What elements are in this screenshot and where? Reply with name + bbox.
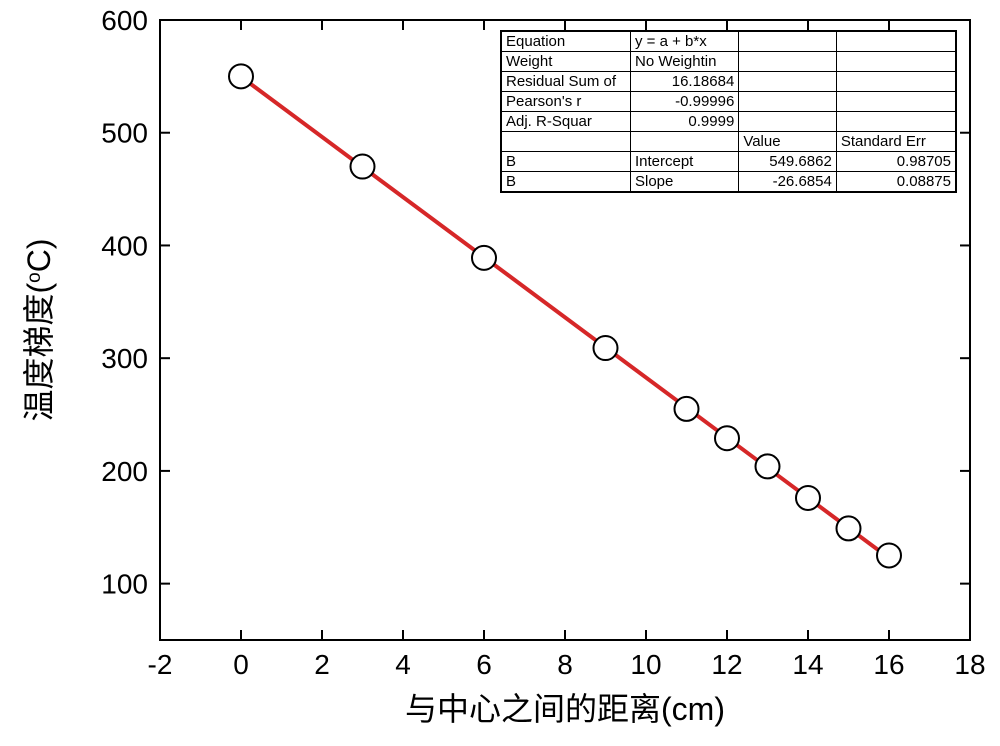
y-tick-label: 200: [101, 456, 148, 487]
stats-row: Adj. R-Squar0.9999: [502, 112, 956, 132]
chart-container: -2 0 2 4 6 8 10 12 14 16 18 100 200 300 400 500 600 与中心之间…: [0, 0, 1000, 746]
y-tick-label: 500: [101, 118, 148, 149]
y-axis-title: 温度梯度(oC): [21, 238, 57, 421]
stats-row: BIntercept549.68620.98705: [502, 152, 956, 172]
stats-cell: Residual Sum of: [502, 72, 631, 92]
data-marker: [756, 454, 780, 478]
stats-row: Pearson's r-0.99996: [502, 92, 956, 112]
stats-cell: [739, 52, 837, 72]
stats-cell: -26.6854: [739, 172, 837, 192]
stats-cell: [739, 32, 837, 52]
stats-cell: B: [502, 152, 631, 172]
stats-cell: [739, 112, 837, 132]
x-tick-label: 2: [314, 649, 330, 680]
x-tick-label: 12: [711, 649, 742, 680]
x-tick-label: 4: [395, 649, 411, 680]
y-tick-label: 300: [101, 343, 148, 374]
stats-cell: Adj. R-Squar: [502, 112, 631, 132]
x-tick-label: 18: [954, 649, 985, 680]
stats-cell: Standard Err: [836, 132, 955, 152]
data-marker: [675, 397, 699, 421]
stats-cell: [836, 52, 955, 72]
stats-cell: [739, 72, 837, 92]
stats-row: ValueStandard Err: [502, 132, 956, 152]
x-tick-label: 8: [557, 649, 573, 680]
stats-cell: [836, 92, 955, 112]
stats-cell: Intercept: [630, 152, 738, 172]
stats-row: Equationy = a + b*x: [502, 32, 956, 52]
stats-cell: 0.98705: [836, 152, 955, 172]
x-axis-title: 与中心之间的距离(cm): [405, 691, 725, 727]
data-marker: [472, 246, 496, 270]
stats-cell: Weight: [502, 52, 631, 72]
data-marker: [877, 543, 901, 567]
stats-cell: 0.08875: [836, 172, 955, 192]
stats-cell: [502, 132, 631, 152]
linear-fit-stats-box: Equationy = a + b*xWeightNo WeightinResi…: [500, 30, 957, 193]
stats-row: Residual Sum of16.18684: [502, 72, 956, 92]
stats-cell: 0.9999: [630, 112, 738, 132]
stats-table: Equationy = a + b*xWeightNo WeightinResi…: [501, 31, 956, 192]
stats-cell: 549.6862: [739, 152, 837, 172]
data-marker: [229, 64, 253, 88]
stats-cell: Equation: [502, 32, 631, 52]
stats-cell: B: [502, 172, 631, 192]
data-marker: [715, 426, 739, 450]
x-tick-label: 6: [476, 649, 492, 680]
x-tick-label: 0: [233, 649, 249, 680]
y-tick-label: 100: [101, 569, 148, 600]
stats-row: WeightNo Weightin: [502, 52, 956, 72]
data-marker: [796, 486, 820, 510]
stats-cell: y = a + b*x: [630, 32, 738, 52]
data-marker: [837, 516, 861, 540]
stats-cell: [836, 72, 955, 92]
x-tick-label: -2: [148, 649, 173, 680]
stats-cell: Slope: [630, 172, 738, 192]
data-marker: [351, 155, 375, 179]
stats-cell: -0.99996: [630, 92, 738, 112]
stats-cell: 16.18684: [630, 72, 738, 92]
x-tick-label: 14: [792, 649, 823, 680]
y-tick-label: 400: [101, 230, 148, 261]
stats-cell: Value: [739, 132, 837, 152]
stats-cell: No Weightin: [630, 52, 738, 72]
data-marker: [594, 336, 618, 360]
stats-cell: [836, 32, 955, 52]
stats-cell: [630, 132, 738, 152]
x-tick-label: 16: [873, 649, 904, 680]
stats-cell: Pearson's r: [502, 92, 631, 112]
stats-row: BSlope-26.68540.08875: [502, 172, 956, 192]
stats-cell: [739, 92, 837, 112]
x-tick-label: 10: [630, 649, 661, 680]
y-tick-label: 600: [101, 5, 148, 36]
stats-cell: [836, 112, 955, 132]
